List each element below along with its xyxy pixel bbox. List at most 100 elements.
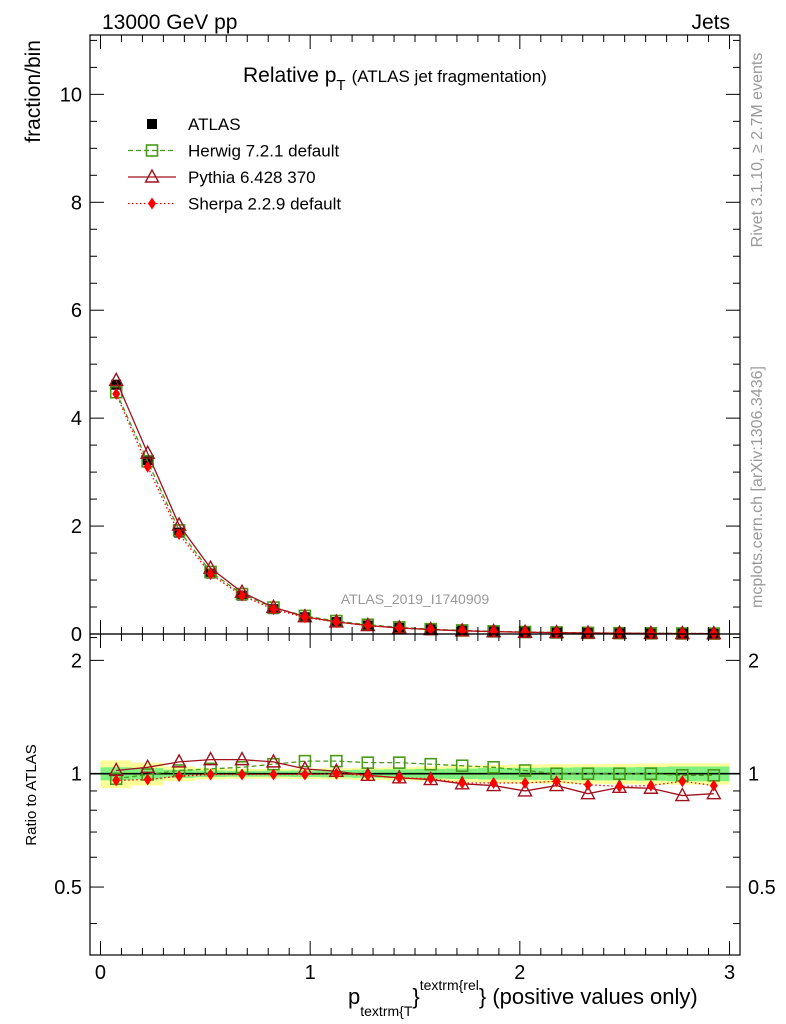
point-sherpa-2-2-9-default xyxy=(112,387,121,400)
plot-title-subscript: T xyxy=(336,77,345,94)
ratio-tick-label-left: 1 xyxy=(71,764,82,786)
legend: ATLAS Herwig 7.2.1 default Pythia 6.428 37… xyxy=(128,115,341,214)
ratio-point-sherpa-2-2-9-default xyxy=(143,773,152,786)
ratio-point-sherpa-2-2-9-default xyxy=(300,768,309,781)
legend-entry-pythia-6-428-370: Pythia 6.428 370 xyxy=(128,168,316,187)
ratio-point-sherpa-2-2-9-default xyxy=(615,780,624,793)
ratio-point-sherpa-2-2-9-default xyxy=(206,768,215,781)
point-sherpa-2-2-9-default xyxy=(615,627,624,640)
y-axis-label: fraction/bin xyxy=(22,40,45,143)
ratio-tick-label-left: 2 xyxy=(71,650,82,672)
ratio-point-sherpa-2-2-9-default xyxy=(112,774,121,787)
ratio-point-sherpa-2-2-9-default xyxy=(332,767,341,780)
point-sherpa-2-2-9-default xyxy=(206,568,215,581)
y-tick-label: 6 xyxy=(71,300,82,322)
ratio-frame xyxy=(89,633,741,956)
ratio-point-sherpa-2-2-9-default xyxy=(426,772,435,785)
ratio-point-pythia-6-428-370 xyxy=(234,751,250,766)
point-sherpa-2-2-9-default xyxy=(269,603,278,616)
legend-marker-atlas xyxy=(147,119,157,129)
ratio-point-sherpa-2-2-9-default xyxy=(521,776,530,789)
ratio-point-sherpa-2-2-9-default xyxy=(458,776,467,789)
ratio-tick-label-right: 2 xyxy=(748,650,759,672)
ratio-point-sherpa-2-2-9-default xyxy=(489,776,498,789)
ratio-tick-label-right: 1 xyxy=(748,764,759,786)
legend-marker-sherpa-2-2-9-default xyxy=(148,197,156,210)
legend-label-atlas: ATLAS xyxy=(188,115,241,134)
point-sherpa-2-2-9-default xyxy=(521,626,530,639)
y-tick-label: 8 xyxy=(71,192,82,214)
ratio-point-sherpa-2-2-9-default xyxy=(175,770,184,783)
rivet-version-label: Rivet 3.1.10, ≥ 2.7M events xyxy=(749,53,766,248)
ratio-point-pythia-6-428-370 xyxy=(706,785,722,800)
point-pythia-6-428-370 xyxy=(108,371,124,387)
y-tick-label: 0 xyxy=(71,624,82,646)
ratio-axes: 0.5 0.5 1 1 2 2 0 1 2 3 xyxy=(54,633,776,984)
ratio-point-pythia-6-428-370 xyxy=(171,753,187,768)
ratio-point-herwig-7-2-1-default xyxy=(518,764,532,777)
legend-label-herwig-7-2-1-default: Herwig 7.2.1 default xyxy=(188,142,339,161)
x-axis-label: ptextrm{T}textrm{rel} (positive values o… xyxy=(348,977,698,1019)
ratio-point-herwig-7-2-1-default xyxy=(392,756,406,769)
ratio-point-sherpa-2-2-9-default xyxy=(269,768,278,781)
ratio-series-layer xyxy=(108,751,722,802)
point-sherpa-2-2-9-default xyxy=(143,460,152,473)
ratio-point-herwig-7-2-1-default xyxy=(644,767,658,781)
point-sherpa-2-2-9-default xyxy=(332,616,341,629)
legend-marker-herwig-7-2-1-default xyxy=(145,144,159,157)
ratio-point-pythia-6-428-370 xyxy=(580,785,596,800)
point-sherpa-2-2-9-default xyxy=(552,626,561,639)
legend-entry-sherpa-2-2-9-default: Sherpa 2.2.9 default xyxy=(128,195,341,214)
x-tick-label: 3 xyxy=(724,962,735,984)
ratio-series-herwig-7-2-1-default xyxy=(109,754,721,785)
ratio-point-herwig-7-2-1-default xyxy=(298,754,312,768)
ratio-y-axis-label: Ratio to ATLAS xyxy=(23,744,40,845)
y-tick-label: 2 xyxy=(71,516,82,538)
x-axis-label-rest: } (positive values only) xyxy=(479,984,698,1009)
point-sherpa-2-2-9-default xyxy=(426,623,435,636)
y-tick-label: 4 xyxy=(71,408,82,430)
point-sherpa-2-2-9-default xyxy=(583,626,592,639)
ratio-tick-label-left: 0.5 xyxy=(54,877,82,899)
ratio-series-sherpa-2-2-9-default xyxy=(112,767,718,793)
ratio-point-sherpa-2-2-9-default xyxy=(363,769,372,782)
ratio-point-pythia-6-428-370 xyxy=(548,777,565,792)
point-sherpa-2-2-9-default xyxy=(363,619,372,632)
legend-label-sherpa-2-2-9-default: Sherpa 2.2.9 default xyxy=(188,195,341,214)
legend-entry-atlas: ATLAS xyxy=(147,115,241,134)
plot-title-note: (ATLAS jet fragmentation) xyxy=(352,67,547,86)
ratio-point-sherpa-2-2-9-default xyxy=(646,779,655,792)
point-sherpa-2-2-9-default xyxy=(175,528,184,541)
x-axis-label-base: p xyxy=(348,984,360,1009)
ratio-point-herwig-7-2-1-default xyxy=(424,757,438,771)
point-sherpa-2-2-9-default xyxy=(238,589,247,602)
mcplots-label: mcplots.cern.ch [arXiv:1306.3436] xyxy=(749,366,766,608)
ratio-tick-label-right: 0.5 xyxy=(748,877,776,899)
ratio-point-herwig-7-2-1-default xyxy=(487,760,500,774)
legend-label-pythia-6-428-370: Pythia 6.428 370 xyxy=(188,168,316,187)
ratio-point-pythia-6-428-370 xyxy=(674,787,691,802)
point-pythia-6-428-370 xyxy=(139,444,156,459)
main-axes: 0 2 4 6 8 10 xyxy=(60,34,741,646)
legend-entry-herwig-7-2-1-default: Herwig 7.2.1 default xyxy=(128,142,339,161)
ratio-point-sherpa-2-2-9-default xyxy=(552,775,561,788)
x-tick-label: 0 xyxy=(95,962,106,984)
plot-title: Relative pT (ATLAS jet fragmentation) xyxy=(243,64,547,94)
energy-label: 13000 GeV pp xyxy=(102,11,237,34)
x-axis-label-superscript: textrm{rel xyxy=(420,977,479,993)
ratio-point-herwig-7-2-1-default xyxy=(330,754,343,768)
ratio-point-pythia-6-428-370 xyxy=(485,777,502,792)
ratio-point-pythia-6-428-370 xyxy=(265,753,282,768)
ratio-point-pythia-6-428-370 xyxy=(139,758,156,773)
x-axis-label-subscript: textrm{T xyxy=(360,1003,413,1019)
ratio-point-herwig-7-2-1-default xyxy=(455,759,469,773)
ratio-point-sherpa-2-2-9-default xyxy=(238,768,247,781)
ratio-point-pythia-6-428-370 xyxy=(643,779,659,794)
ratio-point-pythia-6-428-370 xyxy=(202,751,219,766)
ratio-point-sherpa-2-2-9-default xyxy=(395,771,404,784)
ratio-point-sherpa-2-2-9-default xyxy=(709,779,718,792)
legend-marker-pythia-6-428-370 xyxy=(144,168,160,183)
x-axis-label-sub-close: } xyxy=(412,984,419,1009)
process-label: Jets xyxy=(691,11,730,34)
